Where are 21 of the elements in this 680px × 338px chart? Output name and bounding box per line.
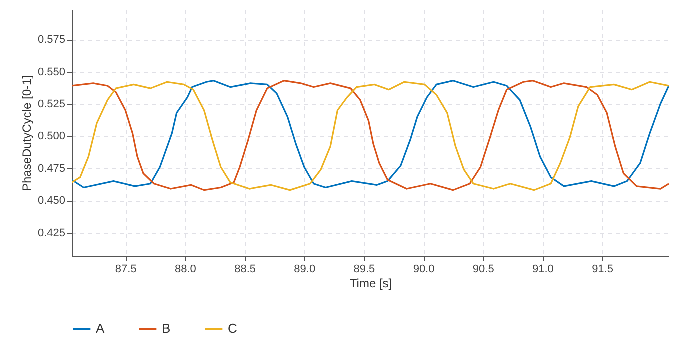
x-tick-label: 90.0 <box>413 264 435 276</box>
y-tick-label: 0.550 <box>38 66 66 78</box>
x-tick-label: 88.5 <box>234 264 256 276</box>
y-tick-label: 0.425 <box>38 227 66 240</box>
y-tick-label: 0.500 <box>38 130 66 143</box>
x-axis-title: Time [s] <box>350 276 392 290</box>
x-tick-label: 87.5 <box>115 264 137 276</box>
legend-label: A <box>96 321 105 336</box>
x-tick-label: 89.0 <box>294 264 316 276</box>
y-tick-label: 0.475 <box>38 162 66 175</box>
y-tick-label: 0.575 <box>38 34 66 46</box>
y-tick-label: 0.450 <box>38 195 66 208</box>
legend-label: B <box>162 321 171 336</box>
y-tick-label: 0.525 <box>38 98 66 111</box>
x-tick-label: 89.5 <box>354 264 376 276</box>
y-axis-title: PhaseDutyCycle [0-1] <box>20 75 34 192</box>
x-tick-label: 91.0 <box>532 264 554 276</box>
x-tick-label: 91.5 <box>592 264 614 276</box>
x-tick-label: 90.5 <box>472 264 494 276</box>
legend-label: C <box>228 321 238 336</box>
x-tick-label: 88.0 <box>174 264 196 276</box>
